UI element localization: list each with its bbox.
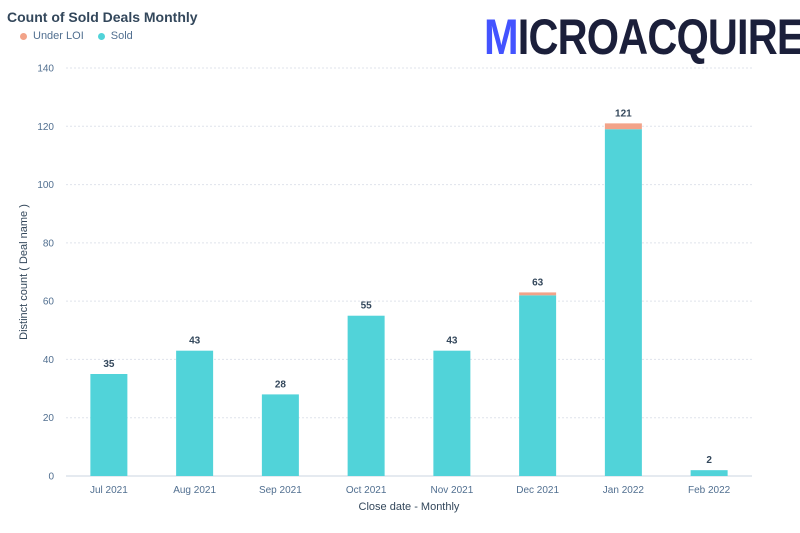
bar-sold [433, 350, 471, 476]
logo-text: ICROACQUIRE [517, 9, 800, 65]
y-tick-label: 80 [43, 238, 55, 249]
bar-sold [261, 394, 299, 476]
x-tick-label: Dec 2021 [516, 485, 559, 496]
x-tick-label: Jan 2022 [603, 485, 645, 496]
legend-item-sold[interactable]: Sold [97, 30, 133, 42]
legend-label-sold: Sold [110, 30, 133, 42]
data-label: 55 [361, 301, 373, 312]
microacquire-logo: MICROACQUIRE [484, 12, 800, 62]
x-tick-label: Oct 2021 [346, 485, 387, 496]
data-label: 121 [615, 108, 632, 119]
bar-sold [347, 315, 385, 476]
bar-under-loi [519, 292, 557, 296]
y-axis-title: Distinct count ( Deal name ) [18, 204, 30, 340]
x-tick-label: Feb 2022 [688, 485, 731, 496]
y-tick-label: 20 [43, 413, 55, 424]
data-label: 2 [706, 455, 712, 466]
bar-sold [604, 129, 642, 476]
x-tick-label: Nov 2021 [430, 485, 473, 496]
x-tick-label: Sep 2021 [259, 485, 302, 496]
bar-sold [690, 470, 728, 476]
bar-sold [176, 350, 214, 476]
y-tick-label: 40 [43, 355, 55, 366]
legend-item-under-loi[interactable]: Under LOI [20, 30, 84, 42]
x-tick-label: Aug 2021 [173, 485, 216, 496]
data-label: 63 [532, 277, 544, 288]
data-label: 28 [275, 379, 287, 390]
bar-under-loi [604, 123, 642, 130]
logo-initial: M [484, 9, 519, 65]
legend-label-under-loi: Under LOI [33, 30, 84, 42]
chart-title: Count of Sold Deals Monthly [7, 9, 198, 25]
x-axis-title: Close date - Monthly [359, 501, 460, 513]
legend: Under LOI Sold [20, 30, 133, 42]
y-tick-label: 0 [48, 472, 54, 483]
data-label: 35 [103, 359, 115, 370]
y-tick-label: 100 [37, 180, 54, 191]
bar-sold [90, 374, 128, 476]
y-tick-label: 140 [37, 64, 54, 75]
legend-swatch-sold [97, 32, 105, 40]
x-tick-label: Jul 2021 [90, 485, 128, 496]
y-tick-label: 60 [43, 297, 55, 308]
bar-sold [519, 295, 557, 476]
data-label: 43 [189, 336, 201, 347]
data-label: 43 [446, 336, 458, 347]
legend-swatch-under-loi [20, 32, 27, 40]
y-tick-label: 120 [37, 122, 54, 133]
